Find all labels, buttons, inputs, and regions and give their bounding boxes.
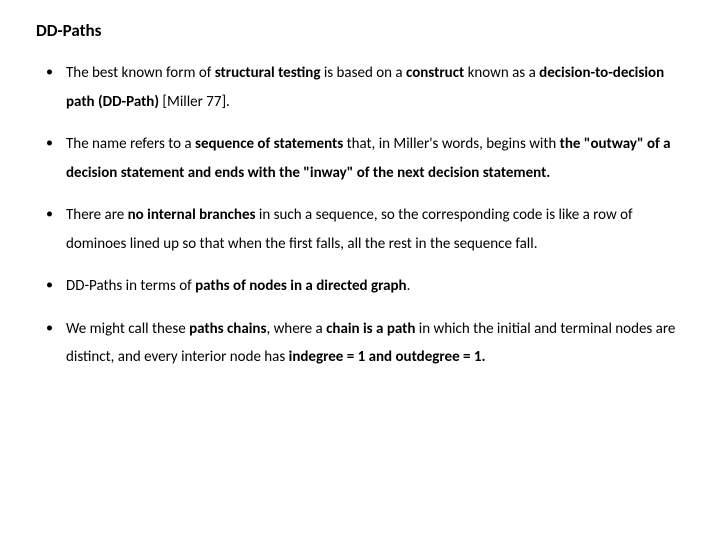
text-segment: is based on a (324, 64, 406, 82)
text-segment: We might call these (66, 320, 189, 338)
slide-title: DD-Paths (36, 20, 684, 41)
text-segment: known as a (468, 64, 540, 82)
text-segment: that, in Miller's words, begins with (347, 135, 560, 153)
text-segment: no internal branches (128, 206, 259, 224)
bullet-item: We might call these paths chains, where … (44, 315, 684, 372)
text-segment: DD-Paths in terms of (66, 277, 195, 295)
text-segment: [Miller 77]. (162, 93, 229, 111)
text-segment: construct (406, 64, 468, 82)
bullet-item: The name refers to a sequence of stateme… (44, 130, 684, 187)
bullet-item: DD-Paths in terms of paths of nodes in a… (44, 272, 684, 301)
text-segment: The best known form of (66, 64, 215, 82)
text-segment: structural testing (215, 64, 324, 82)
text-segment: The name refers to a (66, 135, 195, 153)
text-segment: paths of nodes in a directed graph (195, 277, 407, 295)
text-segment: , where a (266, 320, 326, 338)
text-segment: sequence of statements (195, 135, 347, 153)
text-segment: . (407, 277, 411, 295)
text-segment: There are (66, 206, 128, 224)
bullet-item: There are no internal branches in such a… (44, 201, 684, 258)
text-segment: chain is a path (326, 320, 419, 338)
bullet-item: The best known form of structural testin… (44, 59, 684, 116)
text-segment: paths chains (189, 320, 266, 338)
text-segment: indegree = 1 and outdegree = 1. (289, 348, 486, 366)
bullet-list: The best known form of structural testin… (36, 59, 684, 372)
